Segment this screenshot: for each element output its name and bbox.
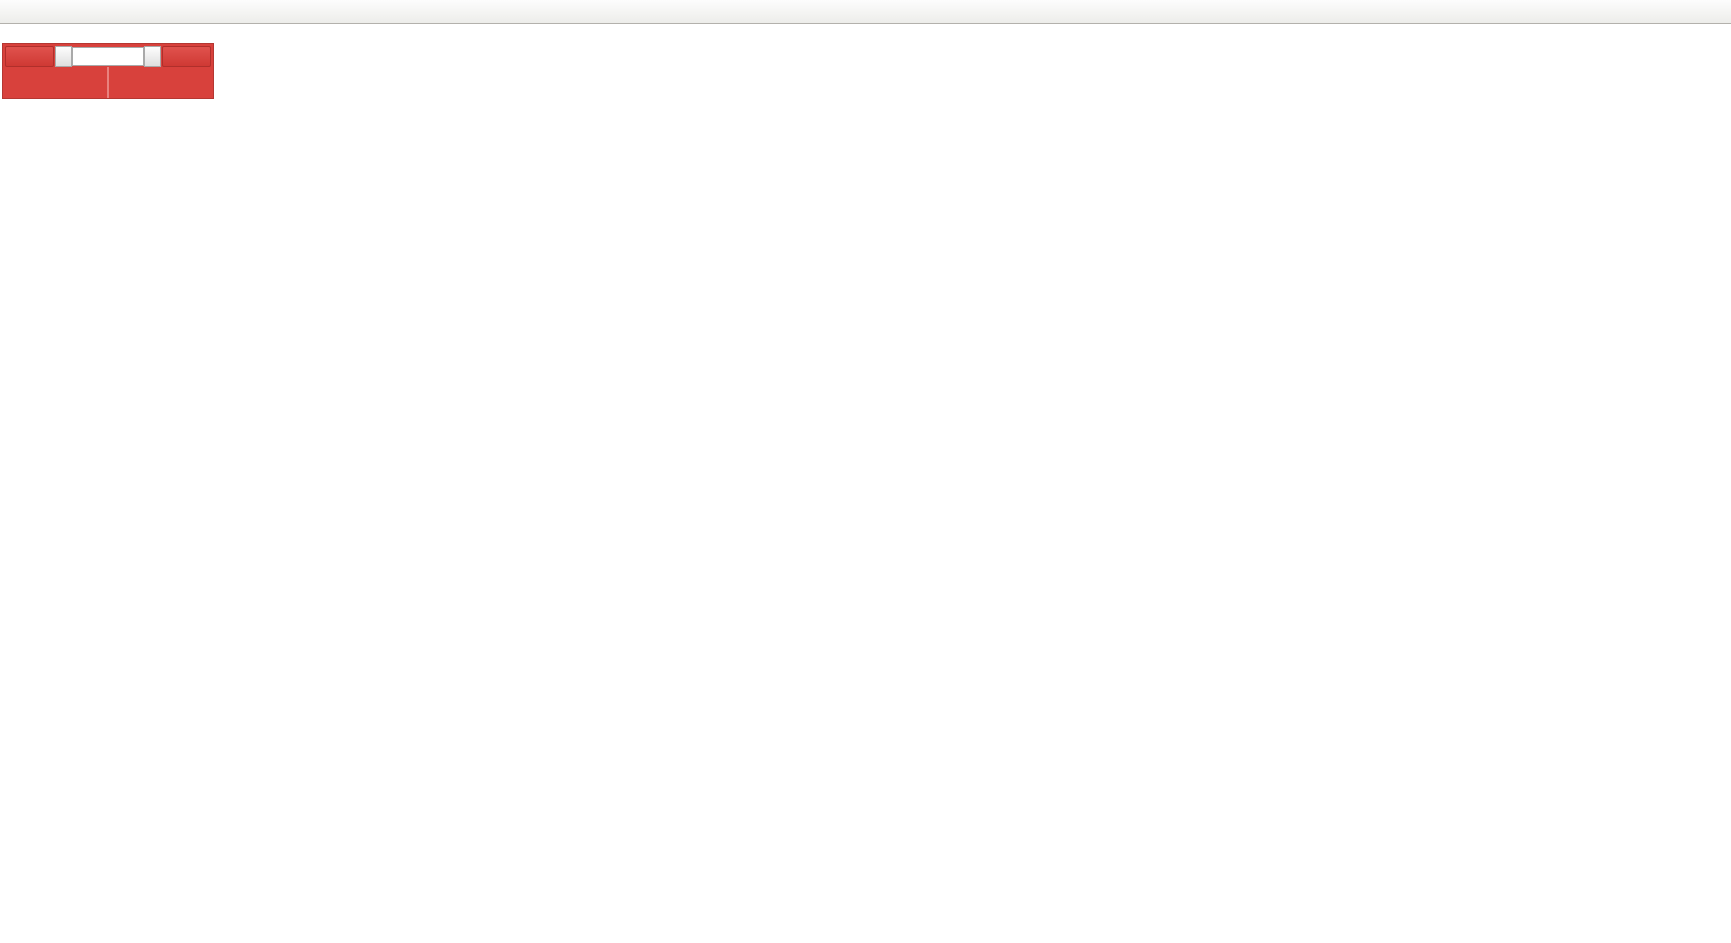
buy-price[interactable] bbox=[109, 67, 213, 98]
sell-button[interactable] bbox=[5, 45, 54, 67]
volume-input[interactable] bbox=[72, 46, 144, 66]
toolbar bbox=[0, 0, 1731, 24]
sell-price[interactable] bbox=[3, 67, 107, 98]
volume-increase-button[interactable] bbox=[144, 45, 161, 67]
volume-decrease-button[interactable] bbox=[55, 45, 72, 67]
one-click-trading-panel bbox=[3, 44, 213, 98]
buy-button[interactable] bbox=[162, 45, 211, 67]
